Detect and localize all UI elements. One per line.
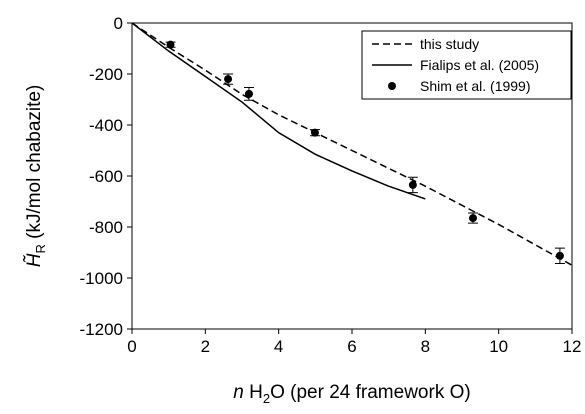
y-axis-label: H̃R (kJ/mol chabazite) [23,85,48,268]
data-point [469,214,477,223]
data-point [244,89,253,98]
data-point [555,251,564,260]
legend-marker [388,82,396,90]
y-tick-label: -800 [89,218,123,237]
y-tick-label: 0 [114,14,123,33]
x-tick-label: 0 [127,337,136,356]
x-tick-label: 6 [347,337,356,356]
legend-label: this study [420,36,479,52]
data-point [224,75,233,84]
x-label-part: n [233,382,244,403]
y-label-part: R [33,244,48,253]
legend-label: Fialips et al. (2005) [420,57,539,73]
x-tick-label: 2 [201,337,210,356]
y-tick-label: -1200 [80,320,123,339]
x-tick-label: 12 [563,337,582,356]
y-tick-label: -200 [89,65,123,84]
x-axis-label: n H2O (per 24 framework O) [233,382,470,406]
x-label-part: 2 [263,391,270,406]
x-label-part: O (per 24 framework O) [270,382,471,403]
y-label-part: (kJ/mol chabazite) [24,85,45,244]
data-point [166,40,175,49]
data-point [310,128,319,137]
y-tick-label: -600 [89,167,123,186]
data-point [408,180,417,189]
x-label-part: H [244,382,263,403]
data-line [131,22,573,266]
y-tick-label: -1000 [80,269,123,288]
y-label-part: H̃ [23,253,45,267]
y-tick-label: -400 [89,116,123,135]
data-line [131,22,426,200]
legend-label: Shim et al. (1999) [420,78,531,94]
x-tick-label: 8 [421,337,430,356]
x-tick-label: 10 [489,337,508,356]
x-tick-label: 4 [274,337,283,356]
